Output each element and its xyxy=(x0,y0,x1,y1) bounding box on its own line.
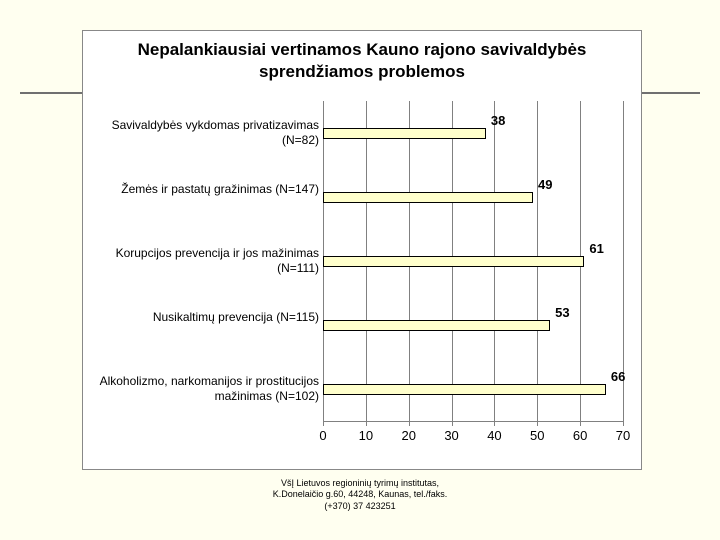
chart-container: Nepalankiausiai vertinamos Kauno rajono … xyxy=(82,30,642,470)
x-tick-mark xyxy=(537,421,538,426)
bar-value-label: 38 xyxy=(491,113,505,128)
bar xyxy=(323,384,606,395)
bar-value-label: 66 xyxy=(611,369,625,384)
x-tick-label: 20 xyxy=(401,428,415,443)
x-tick-label: 30 xyxy=(444,428,458,443)
x-tick-label: 40 xyxy=(487,428,501,443)
category-label: Savivaldybės vykdomas privatizavimas (N=… xyxy=(83,118,319,148)
x-tick-label: 50 xyxy=(530,428,544,443)
bar xyxy=(323,256,584,267)
x-tick-mark xyxy=(366,421,367,426)
x-tick-label: 60 xyxy=(573,428,587,443)
y-axis-labels: Savivaldybės vykdomas privatizavimas (N=… xyxy=(83,101,323,421)
x-tick-mark xyxy=(409,421,410,426)
x-tick-mark xyxy=(580,421,581,426)
category-label: Nusikaltimų prevencija (N=115) xyxy=(83,310,319,325)
bar xyxy=(323,192,533,203)
bar-value-label: 53 xyxy=(555,305,569,320)
category-label: Alkoholizmo, narkomanijos ir prostitucij… xyxy=(83,374,319,404)
category-label: Korupcijos prevencija ir jos mažinimas (… xyxy=(83,246,319,276)
chart-title: Nepalankiausiai vertinamos Kauno rajono … xyxy=(83,31,641,93)
chart-plot: Savivaldybės vykdomas privatizavimas (N=… xyxy=(83,101,643,471)
bar-value-label: 61 xyxy=(589,241,603,256)
category-label: Žemės ir pastatų gražinimas (N=147) xyxy=(83,182,319,197)
bar xyxy=(323,128,486,139)
plot-area: 38 49 61 53 66 xyxy=(323,101,623,421)
x-tick-mark xyxy=(452,421,453,426)
x-tick-label: 0 xyxy=(319,428,326,443)
x-tick-mark xyxy=(623,421,624,426)
x-tick-label: 70 xyxy=(616,428,630,443)
x-tick-mark xyxy=(494,421,495,426)
x-tick-label: 10 xyxy=(359,428,373,443)
bar-value-label: 49 xyxy=(538,177,552,192)
x-tick-mark xyxy=(323,421,324,426)
x-axis-line xyxy=(323,421,623,422)
bar xyxy=(323,320,550,331)
x-axis-ticks: 010203040506070 xyxy=(323,425,623,445)
slide-footer: VšĮ Lietuvos regioninių tyrimų instituta… xyxy=(0,478,720,512)
